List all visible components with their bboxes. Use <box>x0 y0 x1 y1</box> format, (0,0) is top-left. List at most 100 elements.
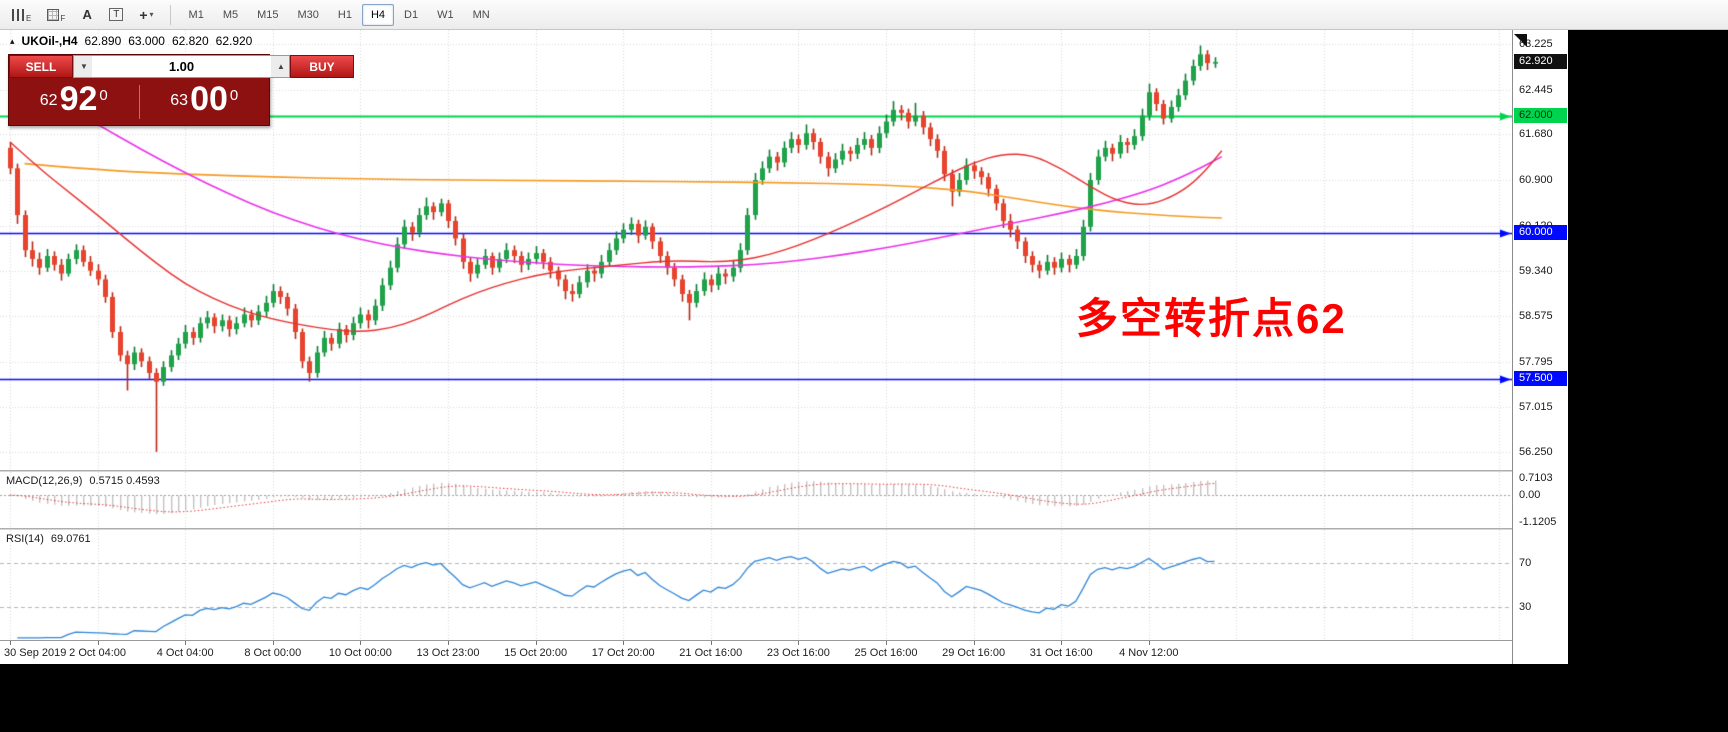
timeframe-button-H4[interactable]: H4 <box>361 3 395 26</box>
tool-button-frame-tool[interactable]: T <box>102 3 130 27</box>
time-axis-label: 4 Oct 04:00 <box>156 647 214 659</box>
time-axis-label: 4 Nov 12:00 <box>1119 647 1179 659</box>
tool-button-indicators[interactable]: F <box>40 3 72 27</box>
timeframe-button-M15[interactable]: M15 <box>248 4 287 26</box>
toolbar: E F A T + ▾ M1 M5 M15 M30 H1 H4 D1 W1 MN <box>0 0 1728 30</box>
macd-canvas[interactable] <box>0 472 1512 528</box>
chevron-down-icon: ▾ <box>149 10 154 19</box>
sell-price-big: 92 <box>59 79 98 118</box>
time-axis-label: 29 Oct 16:00 <box>942 647 1006 659</box>
tool-buttons: E F A T + ▾ <box>5 3 161 27</box>
charts-icon <box>12 8 25 21</box>
crosshair-tool-icon: + <box>139 6 148 23</box>
price-level-tag[interactable]: 62.000 <box>1514 107 1567 123</box>
time-axis-label: 23 Oct 16:00 <box>766 647 830 659</box>
text-tool-icon: A <box>82 7 92 22</box>
price-scale-tick: 63.225 <box>1519 38 1553 51</box>
price-scale-tick: 59.340 <box>1519 265 1553 278</box>
buy-button[interactable]: BUY <box>290 55 354 78</box>
timeframe-bar: M1 M5 M15 M30 H1 H4 D1 W1 MN <box>180 3 499 26</box>
volume-input[interactable] <box>92 56 271 77</box>
time-axis-tick <box>185 641 186 645</box>
timeframe-button-MN[interactable]: MN <box>464 4 499 26</box>
open-value: 62.890 <box>84 34 122 48</box>
tool-sub-label: E <box>26 13 32 23</box>
rsi-scale-label: 70 <box>1519 557 1532 569</box>
time-axis-label: 15 Oct 20:00 <box>504 647 568 659</box>
time-axis-tick <box>1149 641 1150 645</box>
time-axis-tick <box>886 641 887 645</box>
price-level-tag[interactable]: 60.000 <box>1514 224 1567 240</box>
time-axis-tick <box>98 641 99 645</box>
price-scale-tick: 58.575 <box>1519 309 1553 322</box>
sell-price-display[interactable]: 62 92 0 <box>9 79 139 119</box>
price-scale-tick: 61.680 <box>1519 128 1553 141</box>
time-axis-separator <box>0 640 1568 641</box>
tool-button-crosshair-tool[interactable]: + ▾ <box>132 3 160 27</box>
timeframe-button-W1[interactable]: W1 <box>428 4 463 26</box>
price-scale-tick: 57.015 <box>1519 401 1553 414</box>
timeframe-button-M30[interactable]: M30 <box>289 4 328 26</box>
timeframe-button-M5[interactable]: M5 <box>214 4 247 26</box>
time-axis-label: 17 Oct 20:00 <box>591 647 655 659</box>
volume-decrease-button[interactable]: ▼ <box>74 56 92 77</box>
tool-button-text-tool[interactable]: A <box>74 3 100 27</box>
frame-tool-icon: T <box>109 8 124 21</box>
indicators-icon <box>47 8 60 21</box>
time-axis-tick <box>536 641 537 645</box>
time-axis-label: 31 Oct 16:00 <box>1029 647 1093 659</box>
panel-splitter[interactable] <box>0 470 1568 472</box>
time-axis-tick <box>273 641 274 645</box>
volume-field: ▼ ▲ <box>73 55 290 78</box>
timeframe-button-H1[interactable]: H1 <box>329 4 361 26</box>
time-axis-tick <box>623 641 624 645</box>
macd-panel: MACD(12,26,9) 0.5715 0.4593 <box>0 472 1512 528</box>
time-axis-label: 25 Oct 16:00 <box>854 647 918 659</box>
price-chart-panel: ▴ UKOil-,H4 62.890 63.000 62.820 62.920 … <box>0 30 1512 470</box>
low-value: 62.820 <box>171 34 209 48</box>
time-axis-tick <box>1061 641 1062 645</box>
trade-panel-toggle-icon[interactable]: ▴ <box>10 35 15 46</box>
price-level-tag[interactable]: 57.500 <box>1514 370 1567 386</box>
time-axis-tick <box>711 641 712 645</box>
macd-title: MACD(12,26,9) 0.5715 0.4593 <box>6 475 160 487</box>
rsi-panel: RSI(14) 69.0761 <box>0 530 1512 640</box>
timeframe-button-M1[interactable]: M1 <box>180 4 213 26</box>
time-axis-label: 2 Oct 04:00 <box>69 647 127 659</box>
panel-splitter[interactable] <box>0 528 1568 530</box>
toolbar-separator <box>169 4 171 25</box>
price-scale[interactable]: 63.22562.44561.68060.90060.12059.34058.5… <box>1512 30 1568 664</box>
price-divider <box>138 84 140 119</box>
symbol-label: UKOil-,H4 <box>21 34 78 48</box>
timeframe-button-D1[interactable]: D1 <box>395 4 427 26</box>
price-scale-tick: 57.795 <box>1519 355 1553 368</box>
sell-button[interactable]: SELL <box>9 55 73 78</box>
sell-price-sup: 0 <box>99 86 108 104</box>
price-scale-tick: 56.250 <box>1519 445 1553 458</box>
buy-price-big: 00 <box>190 79 228 118</box>
volume-increase-button[interactable]: ▲ <box>271 56 289 77</box>
time-axis-tick <box>360 641 361 645</box>
symbol-ohlc-line: ▴ UKOil-,H4 62.890 63.000 62.820 62.920 <box>10 34 252 48</box>
buy-price-display[interactable]: 63 00 0 <box>140 79 270 119</box>
macd-scale-label: -1.1205 <box>1519 516 1557 528</box>
void-bottom <box>0 664 1568 732</box>
time-axis-label: 10 Oct 00:00 <box>328 647 392 659</box>
tool-button-charts[interactable]: E <box>5 3 38 27</box>
high-value: 63.000 <box>128 34 165 48</box>
one-click-trading-panel: SELL ▼ ▲ BUY 62 92 0 63 00 0 <box>8 54 354 126</box>
rsi-name: RSI(14) <box>6 533 44 545</box>
chart-text-annotation[interactable]: 多空转折点62 <box>1076 295 1347 342</box>
time-axis[interactable]: 30 Sep 2019 2 Oct 04:00 4 Oct 04:00 8 Oct 0… <box>0 641 1512 664</box>
buy-price-sup: 0 <box>229 86 239 104</box>
time-axis-tick <box>448 641 449 645</box>
macd-name: MACD(12,26,9) <box>6 475 83 487</box>
rsi-value: 69.0761 <box>50 533 91 545</box>
macd-scale-label: 0.00 <box>1519 489 1541 502</box>
time-axis-label: 30 Sep 2019 <box>4 647 67 659</box>
void-right <box>1568 30 1728 732</box>
time-axis-label: 21 Oct 16:00 <box>679 647 743 659</box>
time-axis-label: 8 Oct 00:00 <box>244 647 302 659</box>
rsi-canvas[interactable] <box>0 530 1512 640</box>
